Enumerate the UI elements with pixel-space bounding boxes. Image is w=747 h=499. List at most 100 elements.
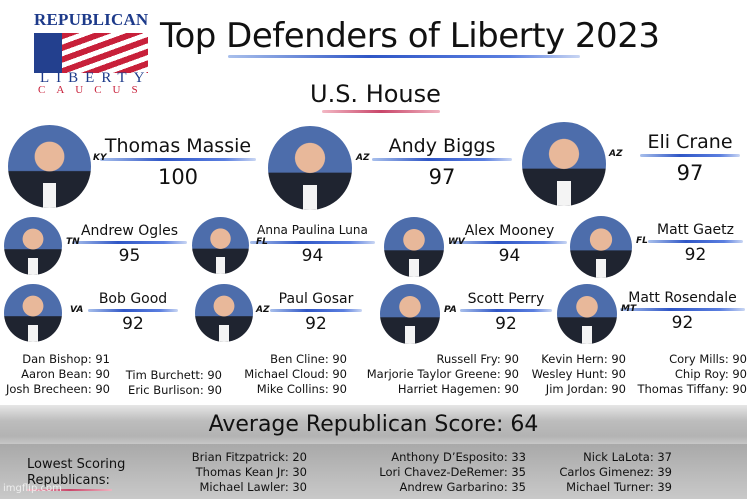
other-member: Eric Burlison: 90 [128, 383, 222, 397]
lowest-member: Andrew Garbarino: 35 [399, 480, 526, 494]
lowest-member: Brian Fitzpatrick: 20 [191, 450, 307, 464]
name-underline [452, 241, 567, 244]
page-title: Top Defenders of Liberty 2023 [160, 16, 660, 56]
other-member: Russell Fry: 90 [436, 352, 519, 366]
section-title: U.S. House [310, 80, 441, 108]
other-member: Kevin Hern: 90 [541, 352, 626, 366]
member-score: 92 [671, 313, 694, 333]
other-member: Josh Brecheen: 90 [5, 382, 110, 396]
lowest-column: Anthony D’Esposito: 33 Lori Chavez-DeReme… [330, 450, 526, 495]
member-score: 100 [157, 165, 199, 189]
member-photo [4, 284, 62, 342]
member-photo [192, 217, 249, 274]
name-underline [100, 158, 256, 161]
other-member: Tim Burchett: 90 [125, 368, 222, 382]
member-score: 92 [495, 314, 517, 334]
logo-republican: REPUBLICAN [34, 10, 149, 29]
other-members-column: Russell Fry: 90 Marjorie Taylor Greene: 9… [345, 352, 519, 397]
other-members-column: Dan Bishop: 91 Aaron Bean: 90 Josh Brechee… [0, 352, 110, 397]
name-underline [250, 241, 375, 244]
lowest-column: Brian Fitzpatrick: 20 Thomas Kean Jr: 30 M… [150, 450, 307, 495]
lowest-underline [27, 489, 112, 491]
member-state: MT [621, 304, 637, 314]
member-state: AZ [356, 153, 370, 163]
other-members-column: Kevin Hern: 90 Wesley Hunt: 90 Jim Jordan:… [525, 352, 626, 397]
member-name: Andy Biggs [388, 135, 496, 157]
other-member: Mike Collins: 90 [256, 382, 347, 396]
lowest-member: Thomas Kean Jr: 30 [195, 465, 307, 479]
member-score: 92 [305, 314, 327, 334]
member-name: Scott Perry [467, 291, 545, 307]
member-state: VA [70, 305, 84, 315]
member-name: Eli Crane [647, 131, 733, 153]
member-state: WV [448, 237, 465, 247]
other-member: Ben Cline: 90 [270, 352, 347, 366]
member-photo [8, 125, 91, 208]
other-member: Harriet Hagemen: 90 [397, 382, 519, 396]
member-name: Matt Gaetz [657, 222, 734, 238]
lowest-column: Nick LaLota: 37 Carlos Gimenez: 39 Michael… [530, 450, 672, 495]
title-underline [228, 55, 580, 58]
other-members-column: Tim Burchett: 90 Eric Burlison: 90 [112, 368, 222, 398]
average-score-banner: Average Republican Score: 64 [0, 405, 747, 444]
member-state: AZ [609, 149, 623, 159]
member-photo [557, 284, 617, 344]
name-underline [640, 154, 740, 157]
other-member: Cory Mills: 90 [669, 352, 747, 366]
other-member: Michael Cloud: 90 [244, 367, 347, 381]
logo-elephant-flag-icon [34, 33, 148, 73]
lowest-member: Michael Lawler: 30 [199, 480, 307, 494]
lowest-member: Carlos Gimenez: 39 [559, 465, 672, 479]
name-underline [88, 309, 178, 312]
other-members-column: Cory Mills: 90 Chip Roy: 90 Thomas Tiffany… [630, 352, 747, 397]
member-score: 97 [676, 161, 704, 185]
member-score: 92 [122, 314, 144, 334]
member-state: KY [93, 153, 107, 163]
member-photo [384, 217, 444, 277]
other-member: Wesley Hunt: 90 [531, 367, 626, 381]
member-name: Andrew Ogles [80, 223, 178, 239]
logo-caucus: CAUCUS [38, 84, 149, 96]
other-member: Marjorie Taylor Greene: 90 [366, 367, 519, 381]
member-state: FL [636, 236, 648, 246]
other-member: Chip Roy: 90 [674, 367, 747, 381]
average-score: Average Republican Score: 64 [208, 412, 539, 437]
member-name: Thomas Massie [104, 135, 252, 157]
lowest-member: Lori Chavez-DeRemer: 35 [379, 465, 526, 479]
name-underline [372, 158, 512, 161]
other-member: Dan Bishop: 91 [22, 352, 110, 366]
member-photo [4, 217, 62, 275]
member-photo [268, 126, 352, 210]
member-score: 97 [428, 165, 456, 189]
name-underline [72, 241, 187, 244]
lowest-member: Anthony D’Esposito: 33 [391, 450, 526, 464]
other-member: Jim Jordan: 90 [545, 382, 626, 396]
other-member: Thomas Tiffany: 90 [637, 382, 747, 396]
member-score: 92 [684, 245, 707, 265]
member-photo [380, 284, 440, 344]
member-name: Anna Paulina Luna [257, 223, 368, 237]
member-state: TN [66, 237, 80, 247]
watermark: imgflip.com [3, 483, 62, 494]
lowest-scoring-label: Lowest Scoring Republicans: [27, 457, 126, 488]
name-underline [648, 240, 743, 243]
lowest-member: Michael Turner: 39 [566, 480, 672, 494]
member-photo [522, 122, 606, 206]
member-name: Matt Rosendale [628, 290, 737, 306]
member-name: Alex Mooney [464, 223, 555, 239]
member-score: 95 [118, 246, 141, 266]
member-state: FL [256, 237, 268, 247]
other-member: Aaron Bean: 90 [21, 367, 110, 381]
logo-liberty: LIBERTY [40, 70, 152, 86]
lowest-scoring-panel [0, 444, 747, 499]
name-underline [620, 308, 745, 311]
member-photo [570, 216, 632, 278]
lowest-member: Nick LaLota: 37 [583, 450, 672, 464]
member-state: PA [444, 305, 457, 315]
member-state: AZ [256, 305, 270, 315]
member-name: Bob Good [98, 291, 168, 307]
member-name: Paul Gosar [278, 291, 354, 307]
member-score: 94 [498, 246, 521, 266]
member-photo [195, 284, 253, 342]
other-members-column: Ben Cline: 90 Michael Cloud: 90 Mike Colli… [225, 352, 347, 397]
